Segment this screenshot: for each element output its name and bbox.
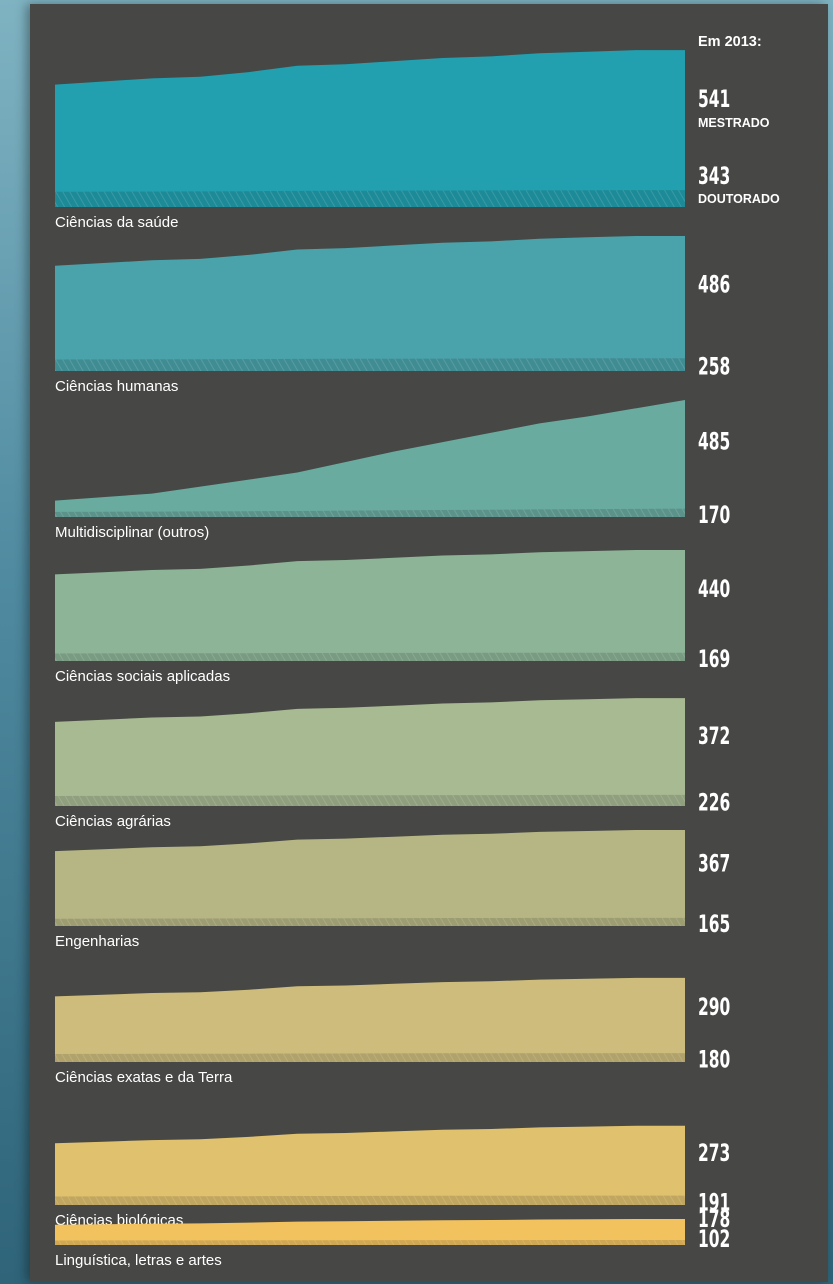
category-label: Ciências agrárias bbox=[55, 813, 171, 830]
value-doutorado: 165 bbox=[698, 910, 730, 937]
area-doutorado-hatch bbox=[55, 1240, 685, 1245]
area-chart-2: Ciências humanas 486 258 bbox=[55, 236, 730, 395]
area-chart-7: Ciências exatas e da Terra 290 180 bbox=[55, 977, 730, 1086]
category-label: Ciências da saúde bbox=[55, 214, 178, 231]
value-mestrado: 372 bbox=[698, 722, 730, 749]
value-doutorado: 170 bbox=[698, 501, 730, 528]
value-mestrado: 440 bbox=[698, 575, 730, 602]
area-doutorado-hatch bbox=[55, 358, 685, 371]
value-doutorado: 102 bbox=[698, 1225, 730, 1252]
value-doutorado: 169 bbox=[698, 645, 730, 672]
level-label-doutorado: DOUTORADO bbox=[698, 192, 780, 206]
value-mestrado: 367 bbox=[698, 850, 730, 877]
value-doutorado: 226 bbox=[698, 789, 730, 816]
area-chart-5: Ciências agrárias 372 226 bbox=[55, 698, 730, 830]
area-mestrado bbox=[55, 830, 685, 926]
area-doutorado-hatch bbox=[55, 1195, 685, 1205]
category-label: Ciências humanas bbox=[55, 378, 178, 395]
level-label-mestrado: MESTRADO bbox=[698, 116, 770, 130]
area-doutorado-hatch bbox=[55, 917, 685, 926]
area-chart-3: Multidisciplinar (outros) 485 170 bbox=[55, 400, 730, 541]
area-doutorado-hatch bbox=[55, 508, 685, 517]
area-doutorado-hatch bbox=[55, 794, 685, 806]
value-doutorado: 258 bbox=[698, 353, 730, 380]
value-doutorado: 191 bbox=[698, 1189, 730, 1216]
area-mestrado bbox=[55, 550, 685, 661]
category-label: Ciências exatas e da Terra bbox=[55, 1069, 233, 1086]
area-mestrado bbox=[55, 1219, 685, 1245]
chart-header: Em 2013: bbox=[698, 34, 762, 50]
area-mestrado bbox=[55, 977, 685, 1062]
area-mestrado bbox=[55, 50, 685, 207]
category-label: Engenharias bbox=[55, 933, 139, 950]
area-doutorado-hatch bbox=[55, 652, 685, 661]
value-doutorado: 343 bbox=[698, 162, 730, 189]
area-chart-1: Ciências da saúde 541 343 MESTRADO DOUTORADO bbox=[55, 50, 780, 231]
area-chart-4: Ciências sociais aplicadas 440 169 bbox=[55, 550, 730, 685]
category-label: Multidisciplinar (outros) bbox=[55, 524, 209, 541]
value-mestrado: 178 bbox=[698, 1205, 730, 1232]
category-label: Linguística, letras e artes bbox=[55, 1252, 222, 1269]
chart-svg: Em 2013: Ciências da saúde 541 343 MESTRADO… bbox=[55, 34, 780, 1269]
value-mestrado: 485 bbox=[698, 428, 730, 455]
area-mestrado bbox=[55, 236, 685, 371]
value-mestrado: 486 bbox=[698, 271, 730, 298]
chart-panel: Em 2013: Ciências da saúde 541 343 MESTRADO… bbox=[30, 4, 828, 1282]
value-mestrado: 290 bbox=[698, 993, 730, 1020]
area-doutorado-hatch bbox=[55, 1053, 685, 1062]
value-doutorado: 180 bbox=[698, 1046, 730, 1073]
area-chart-6: Engenharias 367 165 bbox=[55, 830, 730, 950]
area-mestrado bbox=[55, 400, 685, 517]
value-mestrado: 541 bbox=[698, 85, 730, 112]
area-mestrado bbox=[55, 1125, 685, 1205]
area-mestrado bbox=[55, 698, 685, 806]
area-doutorado-hatch bbox=[55, 190, 685, 207]
value-mestrado: 273 bbox=[698, 1139, 730, 1166]
category-label: Ciências sociais aplicadas bbox=[55, 668, 230, 685]
